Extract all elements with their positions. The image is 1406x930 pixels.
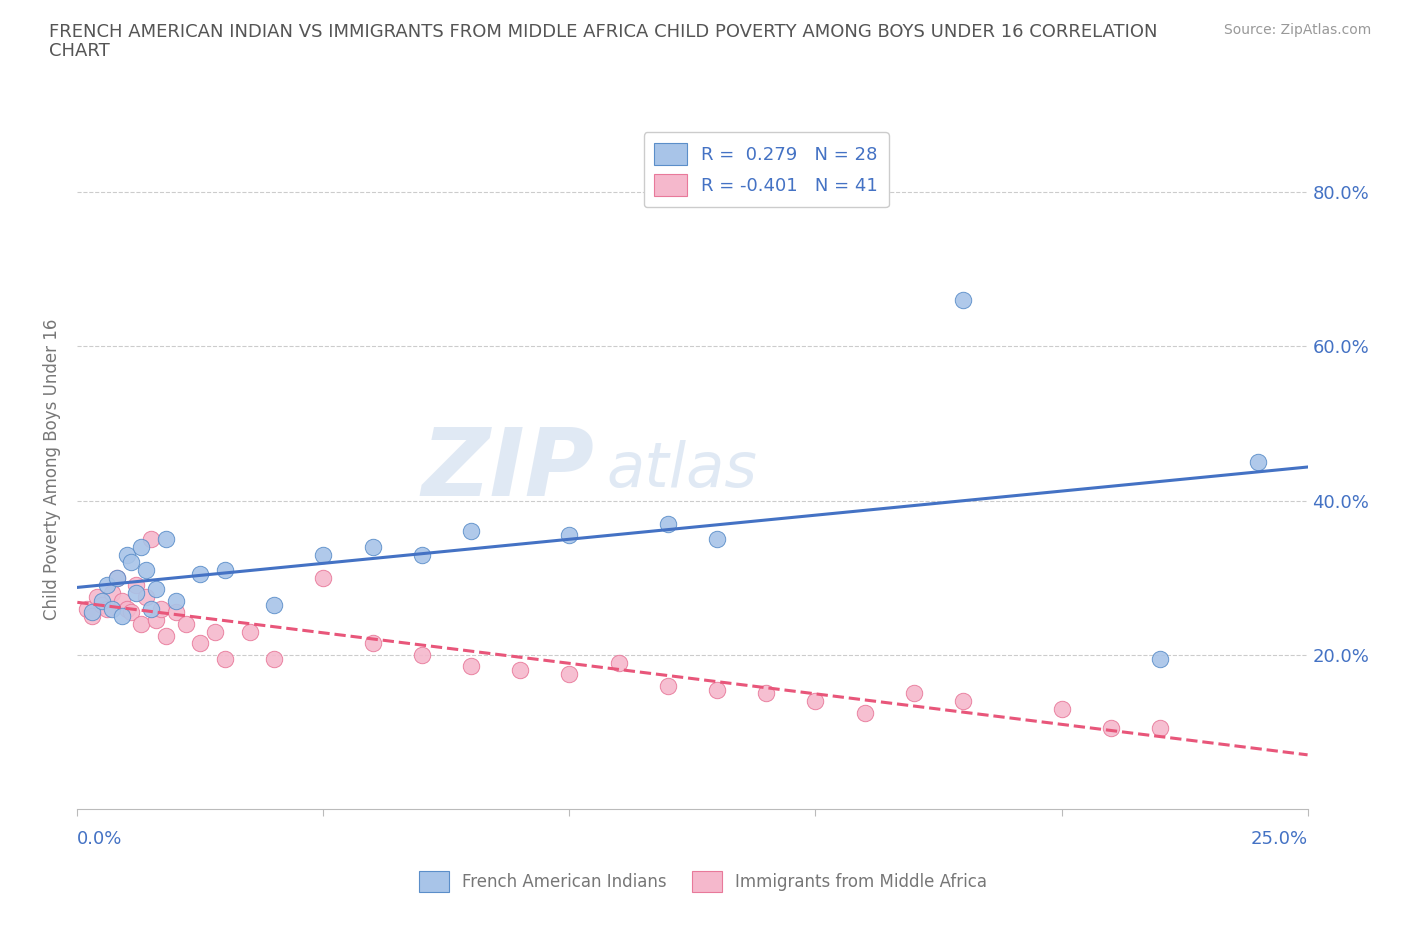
Point (135, 590, 157, 604)
Point (204, 624, 226, 639)
Point (135, 563, 157, 578)
Point (115, 601, 138, 616)
Point (82, 604, 104, 619)
Point (312, 547, 335, 562)
Point (903, 686, 925, 701)
Point (239, 624, 262, 639)
Point (155, 628, 177, 643)
Point (155, 532, 177, 547)
Point (411, 647, 433, 662)
Point (460, 524, 482, 538)
Point (125, 578, 148, 592)
Text: atlas: atlas (606, 440, 758, 499)
Point (361, 539, 384, 554)
Point (165, 593, 187, 608)
Point (263, 597, 285, 612)
Point (90, 597, 114, 612)
Point (121, 555, 143, 570)
Point (1099, 721, 1122, 736)
Point (90, 593, 114, 608)
Point (141, 601, 163, 616)
Point (755, 686, 778, 701)
Point (1050, 701, 1073, 716)
Point (657, 516, 679, 531)
Y-axis label: Child Poverty Among Boys Under 16: Child Poverty Among Boys Under 16 (44, 319, 62, 620)
Point (460, 659, 482, 674)
Point (101, 601, 124, 616)
Point (165, 604, 187, 619)
Point (1247, 455, 1270, 470)
Point (105, 570, 128, 585)
Point (312, 570, 335, 585)
Point (706, 532, 728, 547)
Point (361, 636, 384, 651)
Point (96, 578, 118, 592)
Point (558, 667, 581, 682)
Point (150, 601, 173, 616)
Point (111, 609, 132, 624)
Text: FRENCH AMERICAN INDIAN VS IMMIGRANTS FROM MIDDLE AFRICA CHILD POVERTY AMONG BOYS: FRENCH AMERICAN INDIAN VS IMMIGRANTS FRO… (49, 23, 1157, 41)
Legend: R =  0.279   N = 28, R = -0.401   N = 41: R = 0.279 N = 28, R = -0.401 N = 41 (644, 132, 889, 207)
Point (82, 609, 104, 624)
Point (1149, 721, 1171, 736)
Point (214, 651, 236, 666)
Point (214, 563, 236, 578)
Point (115, 547, 138, 562)
Point (190, 636, 212, 651)
Point (76, 601, 98, 616)
Point (141, 532, 163, 547)
Point (657, 678, 679, 693)
Point (190, 566, 212, 581)
Point (121, 604, 143, 619)
Point (411, 547, 433, 562)
Point (509, 663, 531, 678)
Point (101, 586, 124, 601)
Legend: French American Indians, Immigrants from Middle Africa: French American Indians, Immigrants from… (412, 865, 994, 898)
Point (263, 651, 285, 666)
Point (145, 582, 167, 597)
Point (131, 539, 153, 554)
Point (105, 570, 128, 585)
Point (125, 586, 148, 601)
Point (145, 613, 167, 628)
Text: Source: ZipAtlas.com: Source: ZipAtlas.com (1223, 23, 1371, 37)
Point (706, 682, 728, 697)
Point (1149, 651, 1171, 666)
Point (804, 694, 827, 709)
Text: CHART: CHART (49, 42, 110, 60)
Text: ZIP: ZIP (422, 424, 595, 515)
Point (174, 617, 197, 631)
Point (853, 705, 876, 720)
Text: 0.0%: 0.0% (77, 830, 122, 848)
Point (607, 655, 630, 670)
Point (96, 601, 118, 616)
Point (86, 590, 108, 604)
Text: 25.0%: 25.0% (1250, 830, 1308, 848)
Point (952, 292, 974, 307)
Point (111, 593, 132, 608)
Point (952, 694, 974, 709)
Point (558, 528, 581, 543)
Point (131, 617, 153, 631)
